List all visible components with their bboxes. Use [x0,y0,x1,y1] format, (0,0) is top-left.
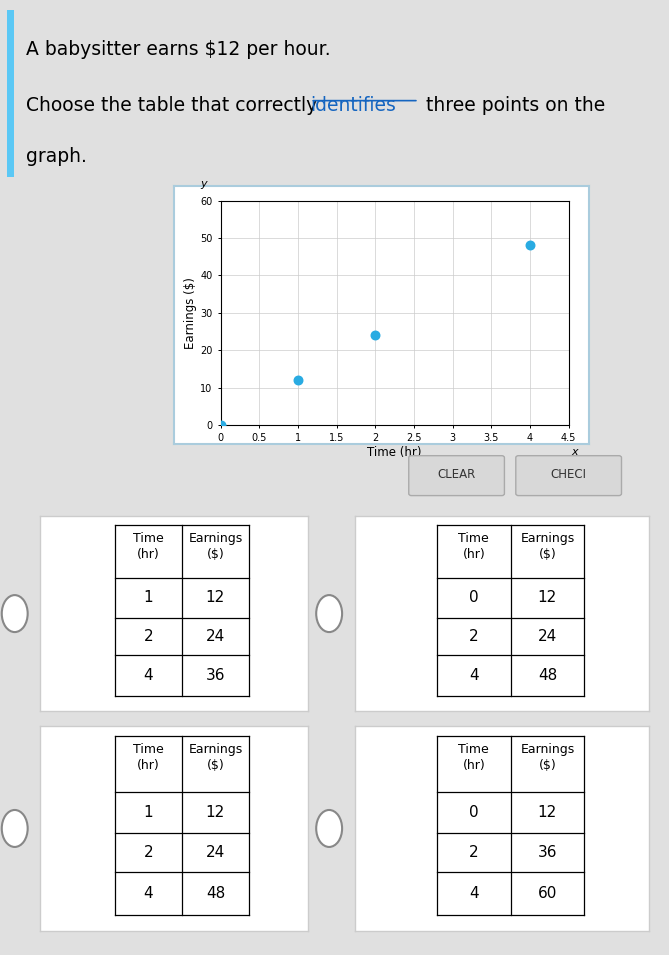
Circle shape [316,595,342,632]
Text: Choose the table that correctly: Choose the table that correctly [26,96,323,116]
Text: 48: 48 [206,885,225,901]
Text: 4: 4 [144,668,153,683]
Text: 2: 2 [469,628,478,644]
FancyBboxPatch shape [516,456,622,496]
Text: 0: 0 [469,590,478,605]
Text: 2: 2 [144,844,153,860]
Text: Earnings
($): Earnings ($) [520,532,575,561]
Text: Earnings
($): Earnings ($) [188,532,243,561]
Text: 24: 24 [206,628,225,644]
Text: 4: 4 [144,885,153,901]
Point [524,238,535,253]
Text: Time
(hr): Time (hr) [458,532,489,561]
Text: 1: 1 [144,590,153,605]
Point [215,417,226,433]
Text: 24: 24 [206,844,225,860]
X-axis label: Time (hr): Time (hr) [367,446,422,459]
Text: 12: 12 [206,590,225,605]
Text: 36: 36 [538,844,557,860]
Text: 0: 0 [469,804,478,819]
Circle shape [2,595,27,632]
Text: graph.: graph. [26,147,87,165]
Text: Time
(hr): Time (hr) [458,743,489,773]
Text: Time
(hr): Time (hr) [133,743,164,773]
Text: 12: 12 [538,804,557,819]
Text: Time
(hr): Time (hr) [133,532,164,561]
FancyBboxPatch shape [7,10,15,177]
FancyBboxPatch shape [409,456,504,496]
Text: 36: 36 [205,668,225,683]
Text: 2: 2 [144,628,153,644]
Y-axis label: Earnings ($): Earnings ($) [184,277,197,349]
Text: 2: 2 [469,844,478,860]
Text: A babysitter earns $12 per hour.: A babysitter earns $12 per hour. [26,39,330,58]
Text: Earnings
($): Earnings ($) [520,743,575,773]
Text: 60: 60 [538,885,557,901]
Text: CLEAR: CLEAR [437,468,476,480]
Text: 48: 48 [538,668,557,683]
Circle shape [316,810,342,847]
Circle shape [2,810,27,847]
Text: 24: 24 [538,628,557,644]
Point [293,372,304,388]
Text: 1: 1 [144,804,153,819]
Text: y: y [201,180,207,189]
Text: Earnings
($): Earnings ($) [188,743,243,773]
Text: three points on the: three points on the [420,96,605,116]
Text: identifies: identifies [310,96,396,116]
Point [370,328,381,343]
Text: CHECI: CHECI [551,468,587,480]
Text: 12: 12 [538,590,557,605]
Text: 12: 12 [206,804,225,819]
Text: x: x [571,447,578,457]
Text: 4: 4 [469,885,478,901]
Text: 4: 4 [469,668,478,683]
